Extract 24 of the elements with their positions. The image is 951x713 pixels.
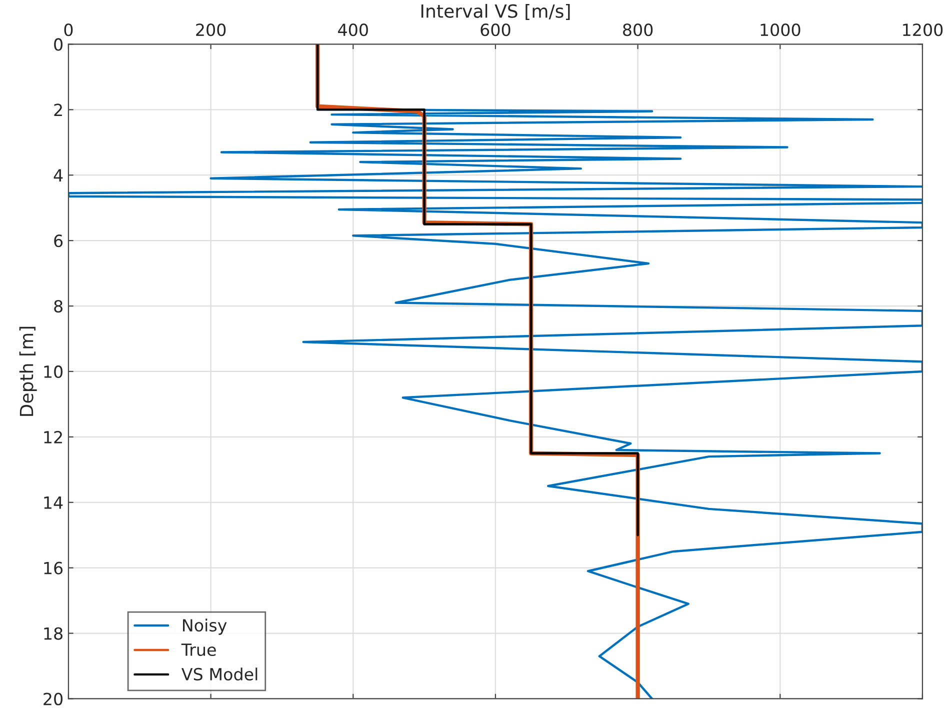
legend-label: True bbox=[181, 644, 216, 656]
legend-label: VS Model bbox=[182, 668, 258, 681]
x-tick-label: 1200 bbox=[903, 24, 943, 36]
x-tick-label: 800 bbox=[623, 24, 653, 36]
x-tick-label: 200 bbox=[196, 24, 226, 36]
line-series bbox=[316, 44, 639, 536]
x-tick-label: 400 bbox=[338, 24, 368, 36]
x-tick-label: 0 bbox=[64, 24, 73, 36]
y-tick-label: 6 bbox=[54, 234, 63, 248]
y-tick-label: 12 bbox=[44, 430, 62, 444]
y-axis-title: Depth [m] bbox=[19, 326, 37, 416]
y-tick-label: 16 bbox=[44, 562, 63, 574]
y-tick-label: 4 bbox=[54, 169, 63, 182]
y-tick-label: 8 bbox=[54, 300, 62, 313]
x-tick-label: 600 bbox=[480, 24, 510, 36]
legend-label: Noisy bbox=[183, 618, 227, 635]
x-tick-label: 1000 bbox=[760, 24, 800, 36]
y-tick-label: 10 bbox=[44, 365, 63, 378]
y-tick-label: 2 bbox=[54, 104, 62, 116]
y-tick-label: 18 bbox=[44, 627, 62, 640]
y-tick-label: 0 bbox=[54, 38, 63, 51]
y-tick-label: 14 bbox=[44, 496, 63, 509]
x-axis-title: Interval VS [m/s] bbox=[421, 4, 570, 20]
y-tick-label: 20 bbox=[44, 692, 63, 706]
